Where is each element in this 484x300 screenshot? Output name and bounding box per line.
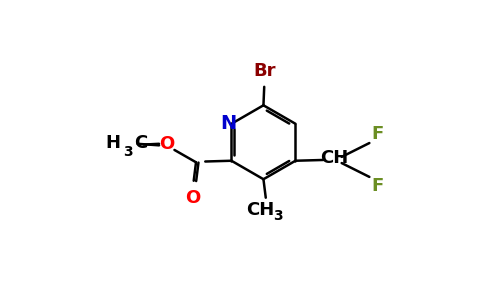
Text: C: C [134, 134, 147, 152]
Text: CH: CH [320, 149, 348, 167]
Text: 3: 3 [122, 145, 132, 158]
Text: Br: Br [253, 62, 275, 80]
Text: 3: 3 [273, 209, 283, 223]
Text: F: F [371, 125, 383, 143]
Text: O: O [185, 189, 200, 207]
Text: H: H [106, 134, 121, 152]
Text: CH: CH [246, 201, 274, 219]
Text: O: O [159, 135, 174, 153]
Text: F: F [371, 177, 383, 195]
Text: N: N [220, 113, 237, 133]
